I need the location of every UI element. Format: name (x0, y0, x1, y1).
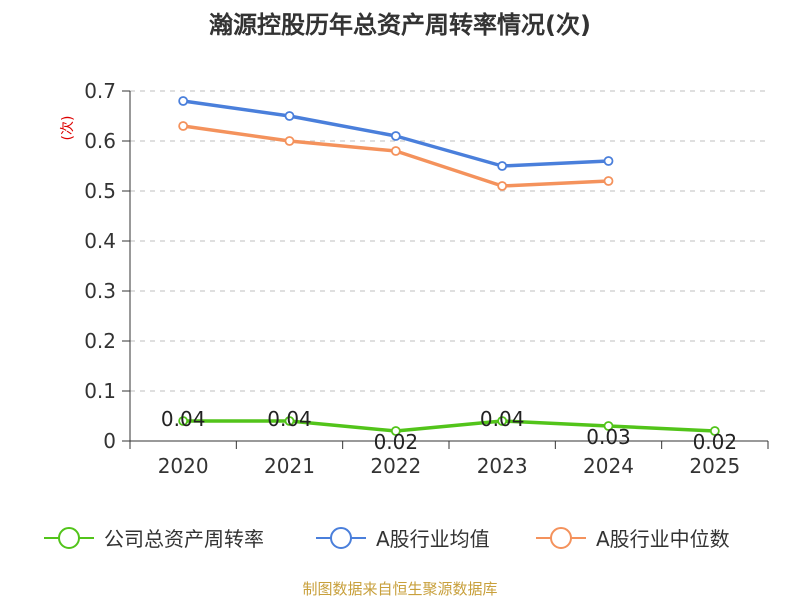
data-point (390, 426, 401, 436)
x-tick-label: 2023 (477, 454, 528, 478)
x-tick-label: 2021 (264, 454, 315, 478)
data-label: 0.03 (586, 425, 631, 449)
data-labels: 0.04 0.04 0.02 0.04 0.03 0.02 (161, 407, 737, 454)
data-point (497, 181, 508, 191)
data-point (497, 416, 508, 426)
legend-marker (330, 527, 352, 549)
legend-label: A股行业均值 (376, 527, 490, 551)
y-tick-label: 0.6 (84, 129, 116, 153)
data-point (178, 96, 189, 106)
legend-marker (550, 527, 572, 549)
data-point (178, 416, 189, 426)
data-point (390, 131, 401, 141)
chart-title: 瀚源控股历年总资产周转率情况(次) (209, 11, 591, 39)
x-tick-label: 2025 (689, 454, 740, 478)
data-label: 0.04 (267, 407, 312, 431)
series-group (178, 96, 720, 436)
data-point (284, 111, 295, 121)
legend[interactable]: 公司总资产周转率 A股行业均值 A股行业中位数 (44, 527, 730, 551)
legend-label: A股行业中位数 (596, 527, 730, 551)
grid (130, 90, 768, 392)
data-point (284, 416, 295, 426)
x-tick-label: 2020 (158, 454, 209, 478)
y-tick-label: 0.3 (84, 279, 116, 303)
data-label: 0.04 (480, 407, 525, 431)
data-label: 0.02 (374, 430, 419, 454)
y-tick-label: 0.7 (84, 79, 116, 103)
data-point (497, 161, 508, 171)
data-point (709, 426, 720, 436)
data-point (178, 121, 189, 131)
axes: 0 0.1 0.2 0.3 0.4 0.5 0.6 0.7 2020 2021 2022 2023 20… (84, 79, 769, 478)
y-tick-label: 0.5 (84, 179, 116, 203)
data-point (284, 136, 295, 146)
series-line (183, 419, 715, 433)
source-note: 制图数据来自恒生聚源数据库 (302, 580, 497, 598)
data-label: 0.02 (693, 430, 738, 454)
y-axis-label: (次) (60, 116, 76, 141)
data-point (603, 421, 614, 431)
legend-marker (58, 527, 80, 549)
data-point (603, 176, 614, 186)
data-point (390, 146, 401, 156)
legend-label: 公司总资产周转率 (104, 527, 264, 551)
y-tick-label: 0 (103, 429, 116, 453)
y-tick-label: 0.2 (84, 329, 116, 353)
data-point (603, 156, 614, 166)
data-label: 0.04 (161, 407, 206, 431)
y-tick-label: 0.1 (84, 379, 116, 403)
y-tick-label: 0.4 (84, 229, 116, 253)
x-tick-label: 2024 (583, 454, 634, 478)
x-tick-label: 2022 (370, 454, 421, 478)
